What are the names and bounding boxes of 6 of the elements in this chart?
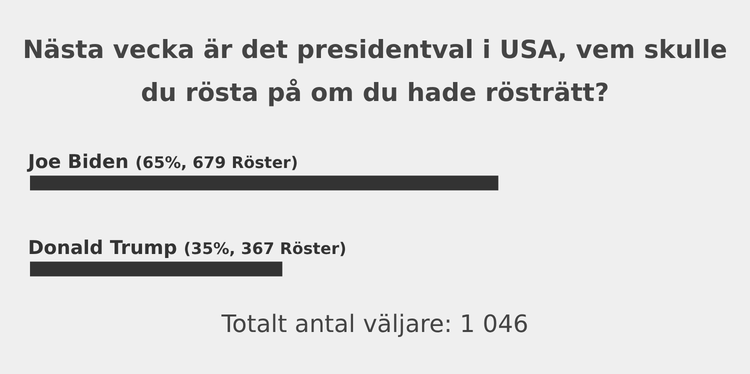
- data-label: (65%, 679 Röster): [135, 153, 298, 172]
- y-tick-label: Joe Biden: [26, 151, 129, 173]
- text: Totalt antal väljare: 1 046: [220, 310, 530, 338]
- y-tick-label: Donald Trump: [28, 237, 178, 259]
- chart-title: Nästa vecka är det presidentval i USA, vem skulle du rösta på om du hade rösträtt?: [22, 34, 728, 109]
- data-label: (35%, 367 Röster): [184, 239, 346, 258]
